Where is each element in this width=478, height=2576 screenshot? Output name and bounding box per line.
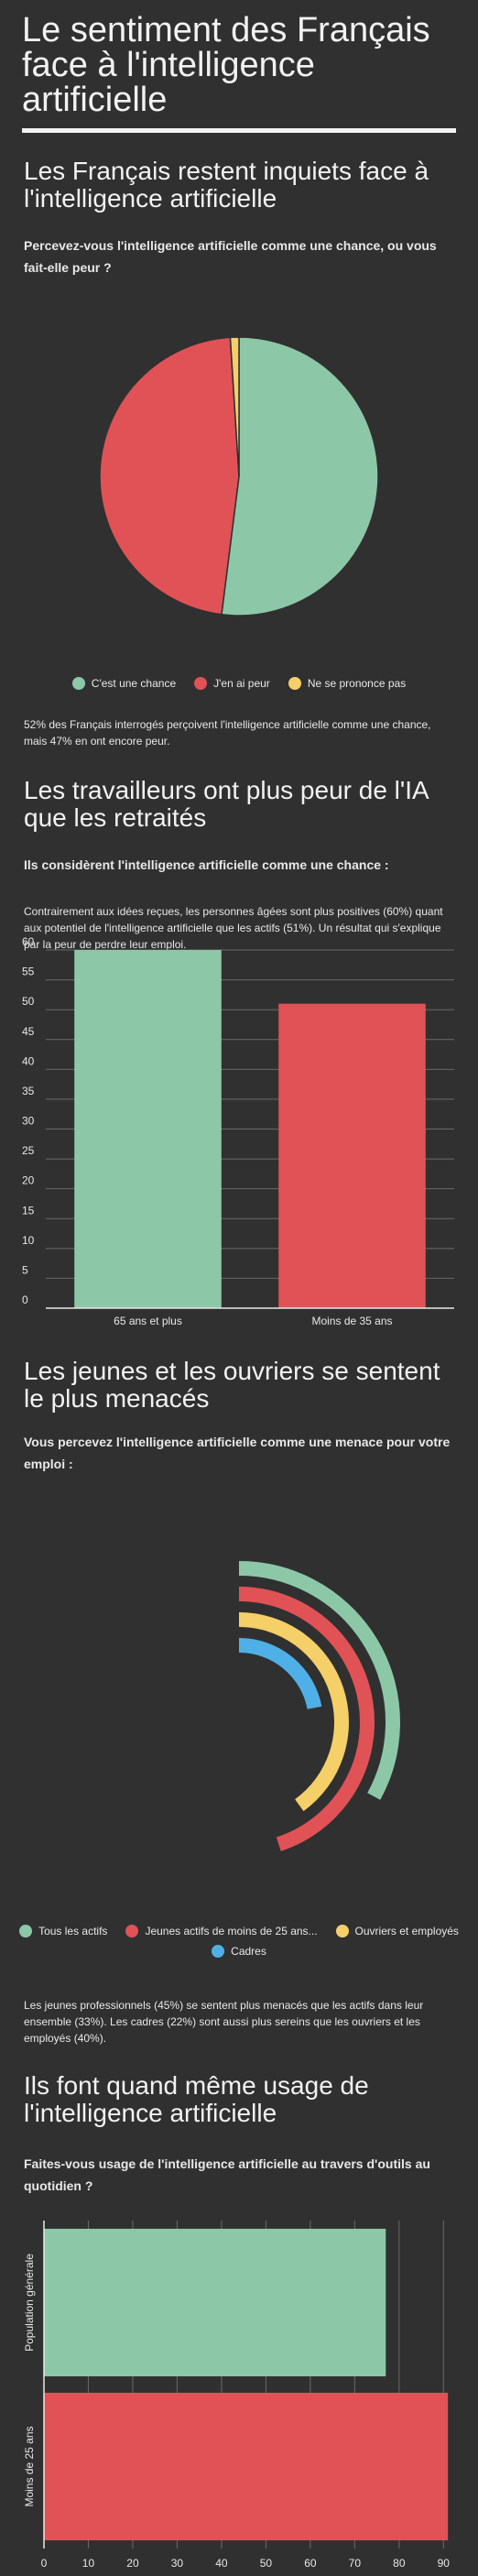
radial-legend-item[interactable]: Jeunes actifs de moins de 25 ans... (125, 1924, 318, 1938)
y-tick-label: 0 (22, 1293, 28, 1306)
y-tick-label: 60 (22, 935, 35, 948)
radial-legend-label: Ouvriers et employés (354, 1925, 459, 1937)
x-tick-label: 70 (349, 2557, 362, 2570)
radial-legend-item[interactable]: Ouvriers et employés (335, 1924, 459, 1938)
radial-bar-chart (238, 1561, 400, 1851)
y-tick-label: 35 (22, 1085, 35, 1097)
section-3-note: Les jeunes professionnels (45%) se sente… (24, 1999, 424, 2045)
radial-bar[interactable] (238, 1561, 400, 1800)
section-3-question: Vous percevez l'intelligence artificiell… (24, 1435, 451, 1471)
section-1-title: Les Français restent inquiets face à l'i… (24, 157, 429, 213)
pie-slice[interactable] (221, 336, 379, 617)
radial-legend-swatch (125, 1925, 139, 1937)
radial-legend-label: Cadres (231, 1945, 266, 1958)
radial-legend-item[interactable]: Tous les actifs (19, 1924, 107, 1938)
section-4-question: Faites-vous usage de l'intelligence arti… (24, 2156, 430, 2193)
pie-slice[interactable] (229, 336, 240, 477)
section-4-title: Ils font quand même usage de l'intellige… (24, 2071, 369, 2127)
section-2-note: Contrairement aux idées reçues, les pers… (24, 905, 443, 951)
x-category-label: Moins de 35 ans (311, 1315, 392, 1327)
pie-legend-item[interactable]: Ne se prononce pas (288, 676, 406, 691)
pie-chart (99, 336, 379, 617)
title-divider (22, 128, 456, 133)
pie-legend-item[interactable]: J'en ai peur (194, 676, 270, 691)
y-tick-label: 10 (22, 1234, 35, 1247)
x-tick-label: 40 (215, 2557, 228, 2570)
section-3-title: Les jeunes et les ouvriers se sentent le… (24, 1357, 440, 1413)
section-1-question: Percevez-vous l'intelligence artificiell… (24, 238, 437, 275)
section-2-title: Les travailleurs ont plus peur de l'IA q… (24, 776, 429, 832)
x-tick-label: 10 (82, 2557, 95, 2570)
pie-legend-swatch (71, 677, 85, 690)
radial-bar[interactable] (238, 1587, 375, 1851)
radial-legend-swatch (335, 1925, 349, 1937)
bar[interactable] (44, 2228, 386, 2377)
pie-legend-label: J'en ai peur (213, 677, 270, 690)
pie-legend-item[interactable]: C'est une chance (71, 676, 177, 691)
age-bar-chart: 0 5 10 15 20 25 30 35 40 45 50 55 60 65 ans et plus Mo… (22, 935, 454, 1327)
section-2-question: Ils considèrent l'intelligence artificie… (24, 857, 389, 872)
radial-legend-swatch (19, 1925, 33, 1937)
x-tick-label: 90 (438, 2557, 451, 2570)
y-tick-label: 5 (22, 1263, 28, 1276)
section-1-note: 52% des Français interrogés perçoivent l… (24, 718, 431, 748)
y-tick-label: 25 (22, 1144, 35, 1157)
bar[interactable] (74, 950, 222, 1308)
pie-legend-swatch (194, 677, 208, 690)
usage-bar-chart: 0 10 20 30 40 50 60 70 80 90 Population générale Mo… (23, 2221, 451, 2570)
radial-legend-item[interactable]: Cadres (212, 1944, 266, 1959)
y-tick-label: 20 (22, 1174, 35, 1187)
y-tick-label: 15 (22, 1204, 35, 1217)
x-tick-label: 50 (260, 2557, 273, 2570)
pie-legend-label: C'est une chance (91, 677, 177, 690)
radial-bar[interactable] (238, 1638, 322, 1709)
y-tick-label: 50 (22, 995, 35, 1008)
x-tick-label: 0 (41, 2557, 48, 2570)
pie-slice[interactable] (99, 336, 240, 616)
y-tick-label: 40 (22, 1054, 35, 1067)
pie-legend: C'est une chance J'en ai peur Ne se pronon… (0, 676, 478, 693)
radial-legend-label: Tous les actifs (38, 1925, 108, 1937)
y-category-label: Population générale (23, 2254, 36, 2352)
x-tick-label: 60 (304, 2557, 317, 2570)
y-tick-label: 55 (22, 966, 35, 978)
x-category-label: 65 ans et plus (114, 1315, 182, 1327)
y-category-label: Moins de 25 ans (23, 2426, 36, 2506)
bar[interactable] (44, 2392, 449, 2541)
pie-legend-label: Ne se prononce pas (307, 677, 407, 690)
bar[interactable] (278, 1003, 426, 1308)
radial-legend-swatch (212, 1945, 225, 1958)
y-tick-label: 45 (22, 1025, 35, 1038)
pie-legend-swatch (288, 677, 301, 690)
x-tick-label: 30 (171, 2557, 184, 2570)
radial-legend: Tous les actifs Jeunes actifs de moins de… (0, 1924, 478, 1964)
x-tick-label: 80 (393, 2557, 406, 2570)
radial-legend-label: Jeunes actifs de moins de 25 ans... (145, 1925, 318, 1937)
y-tick-label: 30 (22, 1115, 35, 1128)
x-tick-label: 20 (126, 2557, 139, 2570)
radial-bar[interactable] (238, 1612, 349, 1812)
page-title: Le sentiment des Français face à l'intel… (22, 11, 430, 119)
